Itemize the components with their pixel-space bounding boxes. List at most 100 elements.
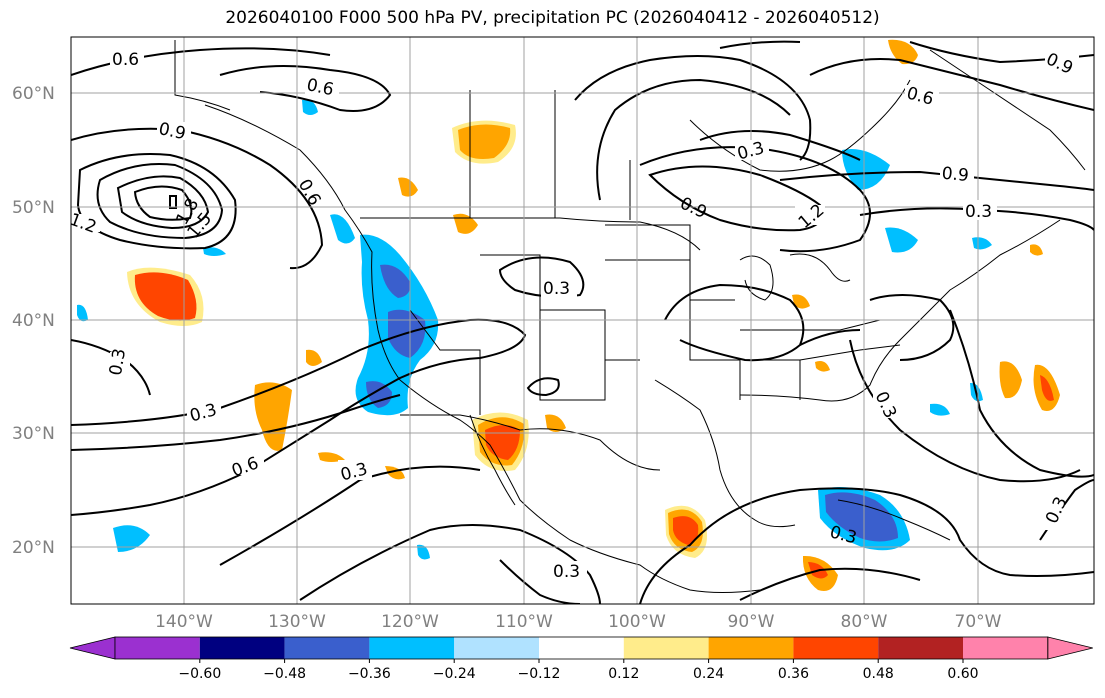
map-title: 2026040100 F000 500 hPa PV, precipitatio… — [225, 8, 880, 28]
pv-contour — [219, 65, 392, 112]
precip-area — [888, 39, 918, 65]
colorbar-segment — [115, 637, 200, 659]
contour-label: 0.6 — [112, 50, 139, 70]
border — [799, 344, 901, 361]
colorbar-tick-label: 0.24 — [693, 666, 724, 682]
pv-contour — [76, 153, 237, 250]
precip-area — [203, 247, 226, 256]
pv-contour — [809, 58, 1094, 111]
pv-contour — [639, 487, 1094, 604]
precip-area — [815, 361, 830, 372]
longitude-labels: 140°W 130°W 120°W 110°W 100°W 90°W 80°W … — [155, 612, 1002, 632]
lon-label: 100°W — [608, 612, 666, 632]
precip-area — [306, 349, 322, 366]
colorbar-segment — [454, 637, 539, 659]
precip-area — [453, 213, 478, 234]
colorbar-tick-label: −0.12 — [518, 666, 561, 682]
lat-label: 30°N — [12, 424, 55, 444]
lon-label: 130°W — [268, 612, 326, 632]
precip-area — [398, 177, 418, 197]
coastline — [789, 253, 851, 282]
precip-area — [417, 544, 430, 560]
precip-area — [842, 149, 890, 190]
precip-area — [673, 516, 699, 545]
precip-area — [385, 466, 405, 480]
coastline — [469, 414, 516, 506]
border — [689, 300, 741, 400]
precip-area — [1030, 244, 1043, 256]
border — [480, 254, 640, 361]
colorbar-segment — [878, 637, 963, 659]
lon-label: 110°W — [495, 612, 553, 632]
colorbar-ticks: −0.60 −0.48 −0.36 −0.24 −0.12 0.12 0.24 0.36 0.4… — [178, 659, 979, 682]
coastline — [689, 79, 911, 172]
pv-contour — [719, 40, 801, 49]
colorbar-segment — [539, 637, 624, 659]
lon-label: 90°W — [728, 612, 775, 632]
pv-contour — [739, 567, 921, 601]
colorbar-over-extension — [1047, 636, 1093, 660]
coastline — [739, 219, 1061, 402]
colorbar-segment — [369, 637, 455, 659]
pv-contour — [526, 377, 560, 397]
map-frame — [70, 36, 1095, 605]
colorbar-tick-label: −0.36 — [348, 666, 391, 682]
lat-label: 40°N — [12, 311, 55, 331]
contour-label: 0.3 — [106, 347, 130, 377]
colorbar-segment — [708, 637, 794, 659]
precip-area — [545, 414, 566, 432]
contour-label: 0.9 — [941, 164, 970, 186]
precip-area — [330, 214, 355, 244]
coastline — [204, 104, 761, 593]
precip-area — [458, 124, 511, 159]
precip-area — [302, 99, 318, 115]
colorbar-segment — [793, 637, 879, 659]
precip-area — [318, 452, 345, 462]
pv-contour — [299, 524, 601, 604]
precip-negative-areas — [77, 99, 992, 560]
latitude-labels: 60°N 50°N 40°N 30°N 20°N — [12, 84, 55, 558]
precip-area — [885, 227, 918, 253]
contour-label: 0.3 — [553, 562, 580, 582]
pv-contour — [574, 55, 812, 161]
colorbar-under-extension — [69, 636, 116, 660]
border — [539, 310, 606, 401]
coastline — [929, 49, 1086, 171]
contour-label: 0.3 — [543, 279, 570, 299]
colorbar-tick-label: 0.12 — [608, 666, 639, 682]
colorbar-tick-label: −0.60 — [178, 666, 221, 682]
pv-contour — [499, 559, 581, 604]
precip-area — [366, 381, 392, 408]
colorbar-tick-label: −0.24 — [433, 666, 476, 682]
border — [740, 319, 881, 331]
pv-contour — [639, 146, 871, 253]
precip-area — [134, 272, 197, 321]
pv-contour — [71, 318, 527, 516]
pv-contour — [869, 294, 955, 361]
lat-label: 20°N — [12, 538, 55, 558]
precip-area — [113, 525, 150, 552]
pv-contour — [116, 175, 210, 230]
colorbar-segment — [284, 637, 370, 659]
colorbar-tick-label: −0.48 — [263, 666, 306, 682]
lon-label: 140°W — [155, 612, 213, 632]
pv-contour — [498, 256, 585, 298]
precip-area — [930, 403, 950, 416]
precip-area — [380, 264, 411, 298]
precip-area — [1040, 375, 1054, 401]
pv-contour — [71, 47, 331, 76]
colorbar: −0.60 −0.48 −0.36 −0.24 −0.12 0.12 0.24 0.36 0.4… — [69, 636, 1093, 682]
pv-contour — [596, 78, 791, 201]
pv-contour — [71, 127, 324, 270]
contour-label: 0.3 — [965, 202, 992, 222]
colorbar-segment — [623, 637, 709, 659]
precip-area — [825, 492, 898, 542]
coastline — [837, 499, 951, 541]
colorbar-segment — [199, 637, 285, 659]
precip-area — [999, 361, 1022, 399]
pv-contour — [799, 329, 861, 346]
pv-contours — [71, 40, 1094, 604]
lon-label: 80°W — [841, 612, 888, 632]
lat-label: 60°N — [12, 84, 55, 104]
